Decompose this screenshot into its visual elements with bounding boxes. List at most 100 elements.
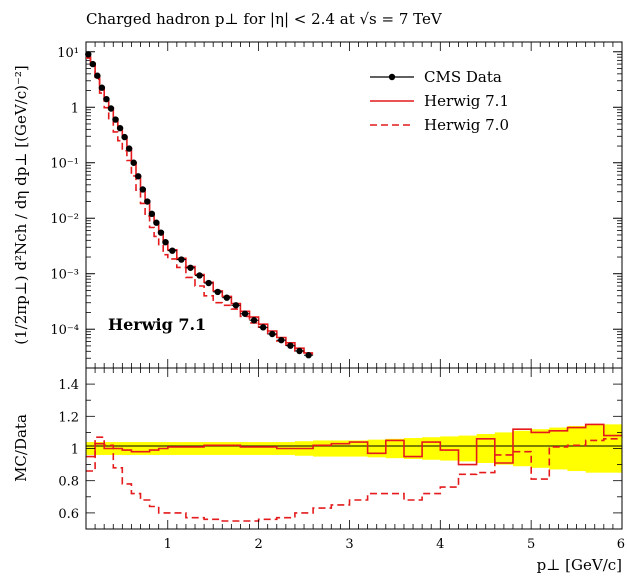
x-tick-label: 4 [436, 537, 444, 552]
uncertainty-band-segment [367, 439, 387, 458]
cms-data-point [116, 124, 124, 132]
x-tick-label: 5 [527, 537, 535, 552]
cms-data-point [112, 116, 119, 123]
uncertainty-band-segment [140, 442, 151, 455]
uncertainty-band-segment [222, 442, 241, 455]
cms-data-point [85, 51, 92, 58]
uncertainty-band-segment [403, 438, 423, 459]
ratio-y-tick-label: 1.2 [58, 410, 79, 425]
cms-data-point [232, 302, 240, 309]
uncertainty-band-segment [204, 442, 223, 455]
uncertainty-band-segment [422, 437, 441, 460]
legend-cms-marker [388, 73, 396, 81]
x-tick-label: 1 [164, 537, 172, 552]
cms-data-point [121, 133, 128, 141]
uncertainty-band-segment [349, 440, 369, 457]
uncertainty-band-segment [476, 434, 496, 463]
uncertainty-band-segment [440, 436, 459, 461]
x-tick-label: 2 [254, 537, 262, 552]
generator-watermark: Herwig 7.1 [108, 315, 206, 334]
main-y-axis-label: (1/2πp⊥) d²Nch / dη dp⊥ [(GeV/c)⁻²] [12, 65, 30, 345]
uncertainty-band-segment [167, 442, 187, 455]
cms-data-point [305, 352, 312, 359]
main-y-tick-label: 10⁻³ [50, 268, 79, 283]
main-y-tick-label: 10⁻⁴ [50, 323, 79, 338]
cms-data-point [269, 330, 276, 338]
uncertainty-band-segment [567, 425, 587, 472]
cms-data-point [89, 60, 97, 68]
uncertainty-band-segment [531, 429, 550, 468]
cms-data-point [214, 288, 221, 296]
cms-data-point [205, 279, 212, 287]
uncertainty-band-segment [585, 424, 605, 473]
ratio-y-tick-label: 1.4 [58, 378, 79, 393]
cms-data-point [135, 173, 142, 180]
main-plot-panel: 10⁻⁴ 10⁻³ 10⁻² 10⁻¹ 1 10¹ (1/2πp⊥) d²Nch / dη… [12, 41, 623, 369]
cms-data-point [162, 238, 169, 246]
herwig-71-main-line [86, 55, 314, 354]
uncertainty-band-segment [313, 440, 332, 457]
cms-data-point [157, 229, 165, 236]
cms-data-point [259, 324, 267, 331]
cms-data-point [187, 264, 194, 271]
main-y-tick-label: 1 [71, 101, 79, 116]
cms-data-point [250, 317, 258, 324]
cms-data-point [103, 95, 110, 103]
x-axis-label: p⊥ [GeV/c] [537, 556, 622, 574]
main-y-tick-label: 10⁻² [50, 212, 79, 227]
uncertainty-band-segment [185, 442, 205, 455]
uncertainty-band-segment [331, 440, 350, 457]
x-tick-label: 6 [617, 537, 625, 552]
legend: CMS Data Herwig 7.1 Herwig 7.0 [370, 68, 509, 134]
cms-data-point [169, 247, 176, 254]
ratio-y-axis-label: MC/Data [12, 414, 30, 482]
cms-data-point [139, 186, 146, 193]
x-tick-label: 3 [345, 537, 353, 552]
legend-entry-label: Herwig 7.1 [424, 92, 509, 110]
cms-data-point [278, 336, 285, 344]
ratio-y-tick-label: 1 [71, 443, 79, 458]
cms-data-point [153, 219, 160, 226]
uncertainty-band-segment [549, 427, 568, 470]
cms-data-point [178, 256, 185, 263]
x-axis-ticks: 1 2 3 4 5 6 [85, 42, 625, 552]
cms-data-point [241, 310, 249, 317]
herwig-70-ratio-line [86, 436, 622, 522]
uncertainty-band-segment [95, 442, 105, 455]
cms-data-point [98, 84, 106, 91]
uncertainty-band-segment [258, 442, 278, 455]
uncertainty-band-segment [149, 442, 160, 455]
main-series [85, 51, 314, 359]
ratio-y-tick-label: 0.6 [58, 507, 79, 522]
ratio-y-ticks: 0.6 0.8 1 1.2 1.4 [58, 367, 622, 530]
uncertainty-band-segment [385, 438, 405, 459]
cms-data-point [125, 145, 133, 152]
cms-data-point [296, 347, 303, 355]
uncertainty-band-segment [131, 442, 142, 455]
cms-data-point [148, 210, 156, 218]
chart-title: Charged hadron p⊥ for |η| < 2.4 at √s = … [86, 10, 443, 28]
ratio-plot-panel: 0.6 0.8 1 1.2 1.4 1 2 3 4 5 6 MC/Data p⊥ [GeV/c] [12, 42, 625, 574]
cms-data-point [107, 105, 115, 112]
uncertainty-band-segment [494, 432, 514, 465]
legend-entry-label: Herwig 7.0 [424, 116, 509, 134]
uncertainty-band-segment [122, 442, 132, 455]
ratio-y-tick-label: 0.8 [58, 475, 79, 490]
main-minor-ticks [86, 53, 622, 359]
cms-data-point [94, 72, 101, 79]
herwig-71-ratio-line [86, 423, 622, 466]
uncertainty-band-segment [240, 442, 260, 455]
cms-data-point [144, 198, 151, 205]
herwig-70-main-line [86, 57, 314, 355]
legend-entry-label: CMS Data [424, 68, 502, 86]
main-y-tick-label: 10¹ [57, 46, 79, 61]
cms-data-point [287, 342, 294, 349]
ratio-series [86, 423, 622, 522]
uncertainty-band-segment [512, 430, 532, 467]
cms-data-point [223, 294, 231, 301]
cms-data-point [130, 159, 137, 166]
uncertainty-band-segment [458, 435, 478, 462]
cms-data-point [196, 272, 203, 279]
main-y-tick-label: 10⁻¹ [50, 157, 79, 172]
